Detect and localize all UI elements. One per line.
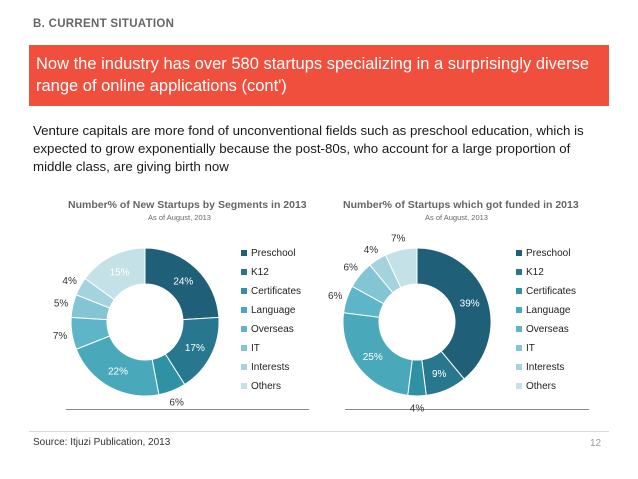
footer-divider <box>29 431 609 432</box>
chart-1-legend-swatch <box>241 269 247 275</box>
chart-1-legend-label: Certificates <box>251 286 301 297</box>
chart-2-legend-swatch <box>516 269 522 275</box>
chart-2-data-label: 39% <box>460 299 480 310</box>
chart-1-data-label: 24% <box>173 277 193 288</box>
chart-1-data-label: 6% <box>169 397 184 408</box>
chart-2-baseline <box>345 409 589 410</box>
chart-2-slice-others <box>384 247 418 289</box>
headline: Now the industry has over 580 startups s… <box>36 55 590 95</box>
chart-2-legend-label: Interests <box>526 362 564 373</box>
chart-1-legend-label: Others <box>251 381 281 392</box>
headline-banner: Now the industry has over 580 startups s… <box>29 45 609 106</box>
chart-2-legend-swatch <box>516 288 522 294</box>
source-note: Source: Itjuzi Publication, 2013 <box>33 437 171 448</box>
chart-1-data-label: 4% <box>62 276 77 287</box>
chart-2-legend-label: Others <box>526 381 556 392</box>
chart-2-data-label: 25% <box>363 352 383 363</box>
chart-1-title: Number% of New Startups by Segments in 2… <box>68 199 307 211</box>
chart-2-legend-label: Certificates <box>526 286 576 297</box>
chart-2-slice-language <box>342 312 413 396</box>
chart-1-legend-swatch <box>241 250 247 256</box>
chart-2-legend-label: Language <box>526 305 571 316</box>
chart-2-legend-label: Preschool <box>526 248 570 259</box>
chart-2-data-label: 6% <box>344 263 359 274</box>
chart-1-legend-swatch <box>241 288 247 294</box>
chart-1-baseline <box>66 409 309 410</box>
chart-1-legend-label: Interests <box>251 362 289 373</box>
chart-1-legend-label: Overseas <box>251 324 294 335</box>
intro-text: Venture capitals are more fond of unconv… <box>33 123 584 174</box>
chart-1-data-label: 15% <box>110 268 130 279</box>
chart-2-legend-swatch <box>516 250 522 256</box>
chart-2-legend-swatch <box>516 364 522 370</box>
section-label: B. CURRENT SITUATION <box>33 18 175 30</box>
chart-1-legend-swatch <box>241 364 247 370</box>
chart-1-legend-swatch <box>241 326 247 332</box>
chart-1-legend-label: K12 <box>251 267 269 278</box>
chart-2-legend-swatch <box>516 345 522 351</box>
chart-2-title: Number% of Startups which got funded in … <box>343 199 579 211</box>
chart-2-legend-label: IT <box>526 343 535 354</box>
chart-2-data-label: 4% <box>364 245 379 256</box>
chart-2-legend-label: K12 <box>526 267 544 278</box>
chart-2-subtitle: As of August, 2013 <box>425 213 488 222</box>
chart-1-data-label: 22% <box>108 367 128 378</box>
chart-2-legend-swatch <box>516 383 522 389</box>
chart-2-legend-label: Overseas <box>526 324 569 335</box>
chart-1-legend-label: Preschool <box>251 248 295 259</box>
chart-1-legend-label: IT <box>251 343 260 354</box>
chart-1-legend-swatch <box>241 383 247 389</box>
chart-2-data-label: 6% <box>328 291 343 302</box>
chart-2-slice-preschool <box>416 247 492 380</box>
chart-2-data-label: 9% <box>432 369 447 380</box>
chart-1-slice-others <box>84 247 146 301</box>
chart-2-data-label: 4% <box>410 404 425 415</box>
chart-1-data-label: 7% <box>53 331 68 342</box>
chart-1-legend-label: Language <box>251 305 296 316</box>
chart-1-legend-swatch <box>241 307 247 313</box>
page-number: 12 <box>590 438 602 449</box>
chart-1-data-label: 5% <box>54 299 69 310</box>
chart-2-data-label: 7% <box>391 234 406 245</box>
chart-1-subtitle: As of August, 2013 <box>148 213 211 222</box>
chart-2-legend-swatch <box>516 326 522 332</box>
chart-2-legend-swatch <box>516 307 522 313</box>
chart-1-data-label: 17% <box>185 343 205 354</box>
chart-1-legend-swatch <box>241 345 247 351</box>
